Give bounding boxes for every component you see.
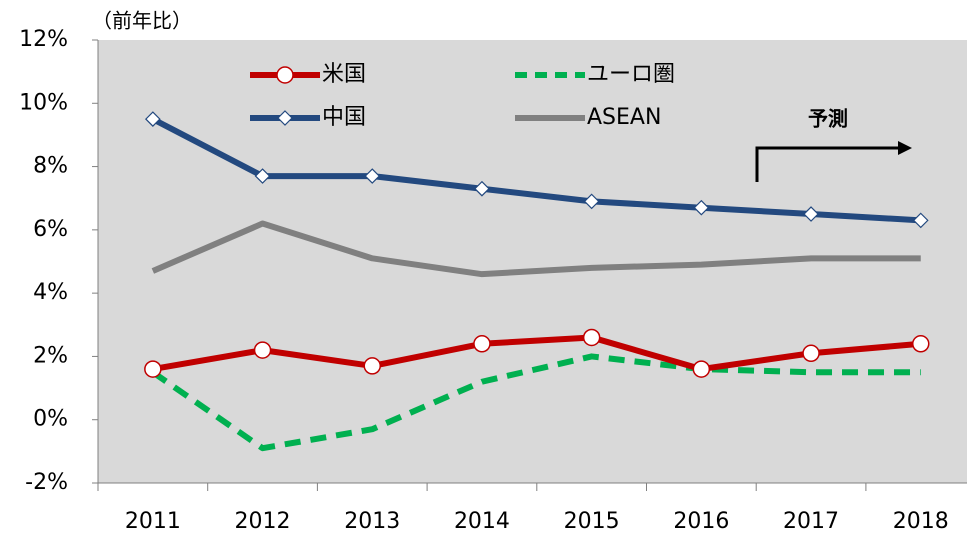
series-line bbox=[152, 334, 922, 373]
legend-label: 米国 bbox=[322, 62, 366, 87]
forecast-arrow bbox=[755, 146, 898, 182]
legend-label: ASEAN bbox=[587, 105, 661, 130]
x-tick-label: 2017 bbox=[783, 509, 839, 534]
plot-area bbox=[98, 40, 967, 483]
legend-label: ユーロ圏 bbox=[587, 62, 675, 87]
marker bbox=[692, 360, 711, 378]
annotation: 予測 bbox=[808, 107, 848, 131]
series-line bbox=[151, 353, 921, 452]
y-tick-label: 10% bbox=[19, 90, 68, 115]
marker bbox=[474, 180, 490, 197]
x-tick-label: 2015 bbox=[564, 509, 620, 534]
arrow-head bbox=[898, 141, 912, 155]
marker bbox=[363, 357, 381, 375]
legend-label: 中国 bbox=[322, 105, 366, 130]
y-tick-label: 8% bbox=[33, 154, 68, 179]
series-line bbox=[151, 116, 921, 224]
marker bbox=[803, 206, 819, 222]
y-tick-label: 0% bbox=[33, 407, 68, 432]
x-tick-label: 2012 bbox=[235, 509, 291, 534]
marker bbox=[912, 335, 930, 353]
series-line bbox=[151, 220, 921, 278]
marker bbox=[583, 193, 600, 210]
y-tick-label: 2% bbox=[33, 343, 68, 368]
marker bbox=[253, 341, 272, 359]
x-tick-label: 2011 bbox=[125, 509, 181, 534]
marker bbox=[276, 66, 294, 84]
x-tick-label: 2013 bbox=[344, 509, 400, 534]
marker bbox=[277, 110, 293, 126]
marker bbox=[144, 360, 162, 378]
y-tick-label: 4% bbox=[33, 280, 68, 305]
marker bbox=[912, 212, 929, 229]
x-tick-label: 2018 bbox=[893, 509, 949, 534]
marker bbox=[693, 199, 710, 216]
marker bbox=[145, 111, 161, 127]
marker bbox=[582, 328, 601, 347]
marker bbox=[802, 344, 820, 363]
y-tick-label: 6% bbox=[33, 217, 68, 242]
y-tick-label: 12% bbox=[19, 27, 68, 52]
y-axis-label: （前年比） bbox=[92, 9, 192, 33]
y-tick-label: -2% bbox=[25, 470, 68, 495]
marker bbox=[254, 168, 271, 184]
x-tick-label: 2014 bbox=[454, 509, 510, 534]
x-tick-label: 2016 bbox=[673, 509, 729, 534]
marker bbox=[364, 168, 381, 184]
marker bbox=[473, 335, 491, 353]
